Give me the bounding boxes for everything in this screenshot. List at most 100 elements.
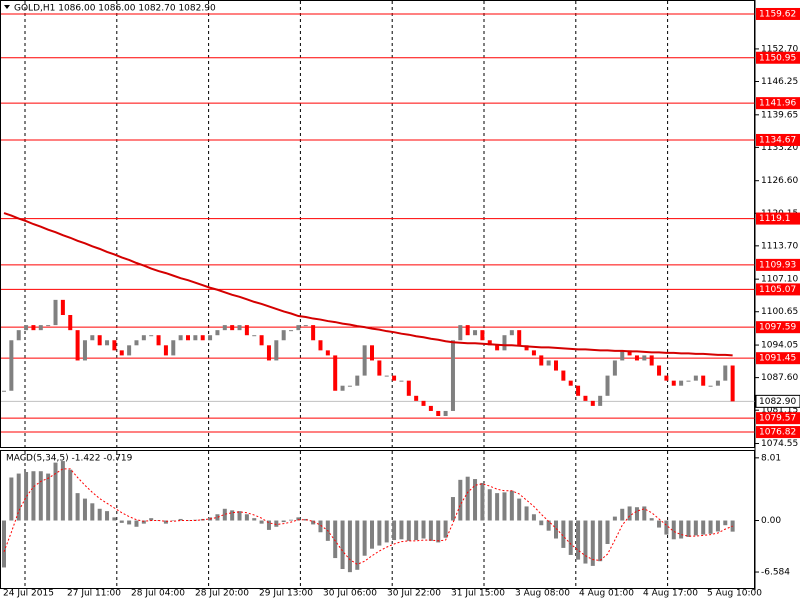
macd-bar	[620, 508, 625, 521]
macd-bar	[649, 518, 654, 521]
macd-bar	[230, 510, 235, 521]
candle	[274, 340, 279, 361]
macd-bar	[686, 520, 691, 537]
y-tick-label: 8.01	[761, 453, 781, 463]
macd-bar	[16, 473, 21, 521]
macd-bar	[281, 520, 286, 523]
x-tick-label: 31 Jul 15:00	[451, 589, 505, 599]
x-tick-label: 28 Jul 04:00	[131, 589, 185, 599]
macd-bar	[60, 461, 65, 521]
macd-bar	[266, 520, 271, 530]
level-label: 1134.67	[759, 135, 796, 145]
candle	[200, 335, 205, 341]
macd-bar	[657, 520, 662, 528]
candle	[215, 330, 220, 336]
candle	[193, 335, 198, 341]
macd-bar	[244, 514, 249, 521]
macd-bar	[465, 476, 470, 521]
candle	[487, 340, 492, 346]
candle	[708, 385, 713, 387]
candle	[509, 330, 514, 336]
macd-bar	[2, 520, 6, 568]
candle	[598, 395, 603, 406]
macd-bar	[289, 519, 294, 521]
y-tick-label: 1146.25	[761, 77, 798, 87]
level-label: 1097.59	[759, 323, 796, 333]
candle	[38, 325, 43, 331]
macd-bar	[24, 472, 29, 521]
candle	[244, 325, 249, 336]
signal-line	[3, 468, 733, 565]
candle	[16, 330, 21, 341]
candle	[480, 330, 485, 341]
macd-bar	[708, 520, 713, 534]
candle	[620, 350, 625, 361]
candle	[664, 375, 669, 381]
macd-bar	[303, 518, 308, 521]
candle	[495, 345, 500, 351]
candle	[517, 330, 522, 346]
macd-bar	[428, 520, 433, 541]
macd-bar	[178, 518, 183, 521]
level-label-bg	[756, 426, 800, 439]
macd-bar	[134, 520, 139, 527]
y-tick-label: 1139.65	[761, 110, 798, 120]
macd-bar	[392, 520, 397, 541]
candle	[701, 375, 706, 386]
y-tick-label: 1074.55	[761, 439, 798, 449]
macd-bar	[399, 520, 404, 540]
macd-bar	[495, 493, 500, 521]
candle	[281, 330, 286, 341]
candle	[252, 335, 257, 337]
macd-bar	[539, 520, 544, 526]
macd-bar	[612, 516, 617, 521]
macd-bar	[259, 520, 264, 524]
candle	[502, 335, 507, 351]
macd-bar	[53, 462, 58, 521]
level-label: 1109.93	[759, 260, 796, 270]
candle	[259, 335, 264, 346]
macd-bar	[443, 520, 448, 538]
y-tick-label: 1087.60	[761, 373, 798, 383]
menu-arrow[interactable]	[4, 5, 10, 9]
macd-bar	[171, 520, 176, 522]
macd-bar	[119, 520, 124, 523]
moving-average	[3, 212, 733, 357]
candle	[686, 380, 691, 382]
level-label: 1105.07	[759, 285, 796, 295]
candle	[97, 335, 102, 346]
macd-bar	[46, 473, 51, 521]
candle	[303, 325, 308, 327]
candle	[384, 375, 389, 377]
level-label-bg	[756, 321, 800, 334]
candle	[612, 360, 617, 376]
candle	[178, 335, 183, 341]
macd-bar	[377, 520, 382, 546]
candle	[134, 340, 139, 346]
macd-bar	[370, 520, 374, 549]
candle	[237, 325, 242, 331]
candle	[443, 410, 448, 416]
macd-bar	[671, 520, 676, 540]
candle	[531, 350, 536, 356]
candle	[546, 360, 551, 366]
level-label-bg	[756, 212, 800, 225]
candle	[53, 299, 58, 326]
macd-bar	[715, 520, 720, 532]
y-tick-label: 1081.15	[761, 406, 798, 416]
y-tick-label: 1133.20	[761, 143, 798, 153]
macd-bar	[524, 506, 529, 521]
candle	[554, 360, 558, 371]
candle	[539, 355, 544, 366]
macd-bar	[163, 520, 168, 524]
current-price-label: 1082.90	[759, 397, 796, 407]
candle	[450, 340, 455, 411]
candle	[186, 335, 190, 341]
level-label-bg	[756, 97, 800, 110]
level-label: 1150.95	[759, 53, 796, 63]
candle	[715, 380, 720, 386]
level-label-bg	[756, 258, 800, 271]
candle	[421, 400, 426, 406]
macd-bar	[421, 520, 426, 539]
macd-bar	[340, 520, 345, 570]
